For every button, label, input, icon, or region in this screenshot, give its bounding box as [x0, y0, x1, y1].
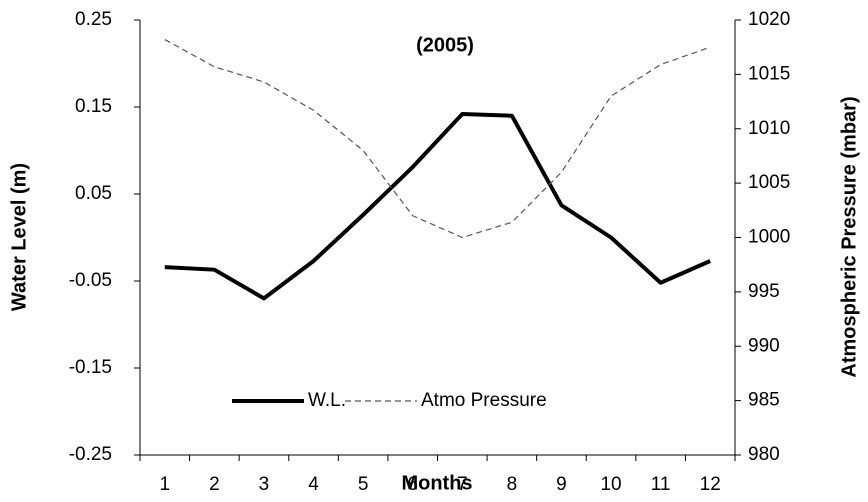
legend-label: W.L.: [308, 390, 346, 411]
y-tick-label: 0.25: [75, 9, 112, 30]
legend-label: Atmo Pressure: [421, 390, 547, 411]
y2-tick-label: 990: [748, 335, 780, 356]
x-tick-label: 4: [308, 474, 319, 495]
y2-tick-label: 1015: [748, 63, 790, 84]
chart-title: (2005): [416, 34, 474, 56]
y-tick-label: 0.05: [75, 183, 112, 204]
y-axis-title: Water Level (m): [8, 163, 30, 311]
y2-tick-label: 995: [748, 281, 780, 302]
x-tick-label: 9: [556, 474, 567, 495]
x-tick-label: 6: [407, 474, 418, 495]
y2-tick-label: 1010: [748, 118, 790, 139]
y-tick-label: -0.15: [69, 357, 112, 378]
x-axis-title: Months: [401, 472, 472, 494]
y2-tick-label: 1005: [748, 172, 790, 193]
y2-axis-title: Atmospheric Pressure (mbar): [838, 96, 860, 377]
x-tick-label: 11: [651, 474, 671, 495]
x-tick-label: 1: [160, 474, 171, 495]
x-tick-label: 10: [600, 474, 621, 495]
x-tick-label: 8: [507, 474, 518, 495]
y2-tick-label: 985: [748, 390, 780, 411]
y-tick-label: -0.25: [69, 444, 112, 465]
x-tick-label: 5: [358, 474, 369, 495]
y2-tick-label: 980: [748, 444, 780, 465]
y2-tick-label: 1000: [748, 227, 790, 248]
x-tick-label: 3: [259, 474, 270, 495]
y2-tick-label: 1020: [748, 9, 790, 30]
y-tick-label: -0.05: [69, 270, 112, 291]
y-tick-label: 0.15: [75, 96, 112, 117]
x-tick-label: 12: [700, 474, 721, 495]
x-tick-label: 2: [209, 474, 220, 495]
series-line: [164, 111, 712, 301]
x-tick-label: 7: [457, 474, 468, 495]
